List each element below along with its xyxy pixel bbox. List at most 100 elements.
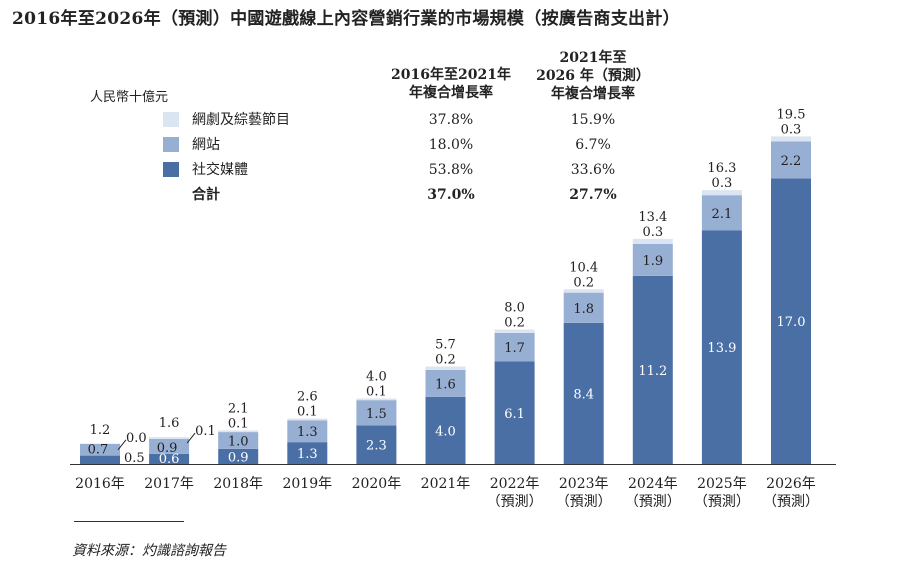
data-label-social-media: 0.6: [159, 452, 180, 467]
data-label-web-drama: 0.0: [126, 431, 147, 446]
bar-social-media: [80, 455, 120, 464]
bar-group: 2.3 1.5 0.14.0: [356, 369, 397, 464]
bar-web-drama: [563, 289, 604, 293]
x-tick-label: （預測）: [694, 494, 750, 510]
source-divider: [74, 521, 184, 522]
cagr-value-2016-2021: 53.8%: [429, 162, 473, 178]
data-label-total: 2.6: [297, 390, 318, 405]
bars: 0.70.50.01.20.90.60.11.60.91.00.12.11.31…: [80, 107, 811, 467]
data-label-social-media: 13.9: [707, 341, 736, 356]
data-label-web-drama: 0.1: [228, 416, 249, 431]
data-label-web-drama: 0.3: [712, 176, 733, 191]
data-label-web-drama: 0.2: [573, 275, 594, 290]
bar-website: [701, 195, 742, 231]
x-tick-label: 2019年: [282, 476, 332, 492]
x-tick-label: 2018年: [213, 476, 263, 492]
bar-website: [356, 400, 397, 426]
data-label-social-media: 1.3: [297, 447, 318, 462]
bar-website: [287, 420, 328, 443]
bar-group: 11.2 1.9 0.313.4: [632, 210, 673, 464]
cagr-header-2016-2021: 年複合增長率: [409, 84, 493, 101]
legend-label: 網站: [192, 137, 220, 153]
legend-swatch: [163, 137, 179, 152]
data-label-website: 1.6: [435, 377, 456, 392]
data-label-web-drama: 0.1: [366, 384, 387, 399]
data-label-total: 13.4: [638, 210, 667, 225]
x-tick-label: 2022年: [490, 476, 540, 492]
legend-label: 合計: [192, 186, 220, 203]
unit-label: 人民幣十億元: [90, 89, 168, 105]
bar-web-drama: [356, 398, 397, 401]
data-label-web-drama: 0.2: [435, 353, 456, 368]
data-label-web-drama: 0.2: [504, 316, 525, 331]
leader-line: [117, 439, 127, 451]
data-label-total: 1.2: [90, 423, 111, 438]
bar-social-media: [356, 425, 397, 464]
data-label-social-media: 0.9: [228, 450, 249, 465]
bar-social-media: [494, 361, 535, 464]
cagr-value-2021-2026: 6.7%: [575, 137, 611, 153]
bar-web-drama: [287, 418, 328, 421]
bar-web-drama: [149, 437, 190, 439]
legend-label: 社交媒體: [192, 161, 248, 178]
data-label-total: 1.6: [159, 416, 180, 431]
data-label-website: 1.8: [573, 302, 594, 317]
bar-social-media: [632, 275, 673, 464]
legend-swatch: [163, 112, 179, 127]
cagr-value-2016-2021: 18.0%: [429, 137, 473, 153]
bar-social-media: [563, 322, 604, 464]
bar-social-media: [701, 230, 742, 464]
data-label-total: 4.0: [366, 369, 387, 384]
data-label-social-media: 6.1: [504, 407, 525, 422]
x-tick-label: 2016年: [75, 476, 125, 492]
cagr-value-2021-2026: 15.9%: [571, 112, 615, 128]
data-label-social-media: 2.3: [366, 439, 387, 454]
bar-group: 1.3 1.3 0.12.6: [287, 390, 328, 464]
bar-group: 8.4 1.8 0.210.4: [563, 260, 604, 464]
bar-web-drama: [218, 430, 259, 433]
cagr-value-2021-2026: 27.7%: [569, 187, 616, 203]
data-label-social-media: 4.0: [435, 424, 456, 439]
data-label-total: 19.5: [777, 107, 806, 122]
data-label-total: 5.7: [435, 338, 456, 353]
bar-group: 0.7 0.5 0.0 1.2: [80, 423, 147, 466]
bar-group: 13.9 2.1 0.316.3: [701, 161, 742, 464]
cagr-value-2016-2021: 37.8%: [429, 112, 473, 128]
data-label-total: 8.0: [504, 301, 525, 316]
bar-social-media: [771, 178, 811, 464]
bar-web-drama: [771, 136, 811, 142]
cagr-value-2021-2026: 33.6%: [571, 162, 615, 178]
data-label-website: 2.2: [781, 154, 802, 169]
data-label-website: 0.7: [88, 443, 109, 458]
bar-web-drama: [632, 238, 673, 244]
data-label-web-drama: 0.3: [642, 225, 663, 240]
data-label-website: 1.3: [297, 425, 318, 440]
bar-website: [771, 141, 811, 179]
bar-social-media: [218, 448, 259, 464]
bar-social-media: [287, 442, 328, 464]
data-label-social-media: 17.0: [777, 315, 806, 330]
leader-line: [186, 432, 196, 444]
x-tick-label: 2021年: [421, 476, 471, 492]
cagr-header-2016-2021: 2016年至2021年: [391, 66, 511, 83]
data-label-website: 1.5: [366, 407, 387, 422]
cagr-header-2021-2026: 2021年至: [560, 49, 627, 66]
bar-website: [149, 438, 190, 454]
bar-group: 0.90.6 0.1 1.6: [149, 416, 216, 467]
data-label-web-drama: 0.3: [781, 122, 802, 137]
x-tick-label: 2017年: [144, 476, 194, 492]
data-label-social-media: 0.5: [124, 451, 145, 466]
bar-website: [218, 432, 259, 449]
data-label-website: 1.0: [228, 434, 249, 449]
data-label-total: 2.1: [228, 401, 249, 416]
bar-web-drama: [425, 366, 466, 370]
bar-web-drama: [701, 190, 742, 196]
x-tick-label: 2024年: [628, 476, 678, 492]
x-tick-label: （預測）: [625, 494, 681, 510]
chart-title: 2016年至2026年（預測）中國遊戲線上內容營銷行業的市場規模（按廣告商支出計…: [12, 9, 680, 29]
bar-group: 4.0 1.6 0.25.7: [425, 338, 466, 464]
data-label-total: 10.4: [569, 260, 598, 275]
data-label-website: 0.9: [157, 441, 178, 456]
bar-website: [494, 332, 535, 362]
